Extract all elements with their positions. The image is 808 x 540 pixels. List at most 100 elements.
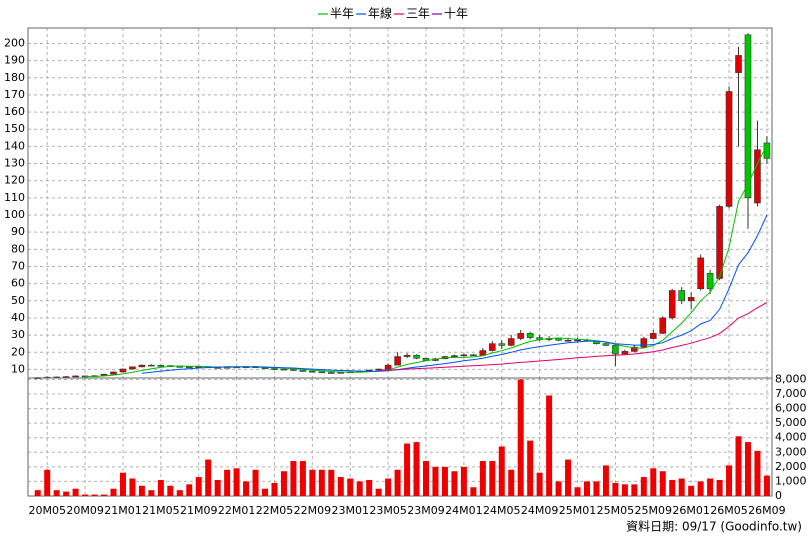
candle-body: [725, 91, 733, 207]
candle-body: [744, 34, 752, 199]
y-tick-label: 60: [11, 277, 25, 290]
volume-bar: [678, 478, 685, 496]
legend-label: 半年: [330, 7, 354, 21]
x-tick-label: 22M01: [218, 504, 256, 517]
volume-bar: [508, 469, 515, 496]
y-tick-label: 130: [4, 157, 25, 170]
candle-body: [498, 343, 506, 346]
volume-bar: [479, 461, 486, 496]
volume-bar: [688, 485, 695, 496]
volume-bar: [489, 461, 496, 496]
candle-body: [271, 368, 278, 370]
volume-bar: [243, 481, 250, 496]
x-tick-label: 22M09: [294, 504, 332, 517]
y-tick-label: 80: [11, 242, 25, 255]
volume-bar: [82, 494, 89, 496]
volume-bar: [91, 494, 98, 496]
volume-bar: [186, 484, 193, 496]
volume-bar: [337, 477, 344, 496]
volume-bar: [233, 468, 240, 496]
y-tick-label: 190: [4, 54, 25, 67]
volume-bar: [574, 487, 581, 496]
volume-bar: [726, 465, 733, 496]
volume-bar: [763, 475, 770, 496]
volume-bar: [517, 379, 524, 496]
volume-bar: [744, 442, 751, 496]
candle-body: [110, 371, 117, 375]
y-tick-label: 7,000: [775, 387, 807, 400]
x-tick-label: 21M01: [104, 504, 142, 517]
x-tick-label: 25M05: [597, 504, 635, 517]
candle-body: [148, 364, 155, 367]
volume-bar: [176, 490, 183, 496]
y-tick-label: 100: [4, 208, 25, 221]
candle-body: [735, 55, 742, 73]
x-tick-label: 22M05: [256, 504, 294, 517]
x-tick-label: 26M05: [710, 504, 748, 517]
volume-bar: [546, 395, 553, 496]
x-tick-label: 23M09: [407, 504, 445, 517]
volume-bar: [63, 491, 70, 496]
y-tick-label: 140: [4, 139, 25, 152]
candle-body: [138, 364, 146, 368]
y-tick-label: 110: [4, 191, 25, 204]
volume-bar: [318, 469, 325, 496]
volume-bar: [34, 490, 41, 496]
y-tick-label: 120: [4, 174, 25, 187]
volume-bar: [423, 461, 430, 496]
x-tick-label: 20M05: [28, 504, 66, 517]
volume-bar: [716, 479, 723, 496]
y-tick-label: 2,000: [775, 460, 807, 473]
volume-bar: [205, 459, 212, 496]
x-tick-label: 24M05: [483, 504, 521, 517]
y-tick-label: 0: [775, 489, 782, 502]
candle-body: [119, 368, 127, 373]
volume-bar: [110, 488, 117, 496]
candle-body: [488, 343, 496, 351]
y-tick-label: 6,000: [775, 402, 807, 415]
candle-body: [640, 338, 648, 348]
volume-bar: [309, 469, 316, 496]
candle-body: [394, 356, 401, 366]
candle-body: [470, 354, 477, 357]
volume-bar: [612, 482, 619, 496]
candle-body: [507, 338, 515, 346]
candle-body: [451, 355, 458, 357]
legend-label: 三年: [406, 7, 430, 21]
ma-line: [85, 144, 768, 378]
candle-body: [299, 370, 307, 372]
volume-bar: [252, 469, 259, 496]
candle-body: [631, 346, 638, 352]
volume-bar: [101, 494, 108, 496]
volume-bar: [697, 481, 704, 496]
candle-body: [659, 317, 667, 334]
volume-bar: [735, 436, 742, 496]
volume-bar: [44, 469, 51, 496]
volume-bar: [356, 481, 363, 496]
volume-bar: [404, 443, 411, 496]
candle-body: [413, 355, 420, 359]
volume-bar: [347, 478, 354, 496]
x-tick-label: 26M01: [672, 504, 710, 517]
candle-body: [129, 366, 136, 370]
candle-body: [706, 273, 714, 290]
candle-body: [290, 369, 297, 371]
x-tick-label: 21M09: [180, 504, 218, 517]
x-tick-label: 24M09: [521, 504, 559, 517]
y-tick-label: 90: [11, 225, 25, 238]
legend-label: 年線: [368, 6, 392, 21]
volume-bar: [650, 468, 657, 496]
volume-bar: [621, 484, 628, 496]
volume-bar: [119, 472, 126, 496]
volume-bar: [271, 482, 278, 496]
x-tick-label: 25M01: [559, 504, 597, 517]
ma-line: [378, 302, 768, 371]
volume-bar: [583, 481, 590, 496]
x-tick-label: 21M05: [142, 504, 180, 517]
candle-body: [318, 371, 326, 374]
volume-bar: [669, 479, 676, 496]
y-tick-label: 150: [4, 122, 25, 135]
candle-body: [517, 333, 525, 339]
